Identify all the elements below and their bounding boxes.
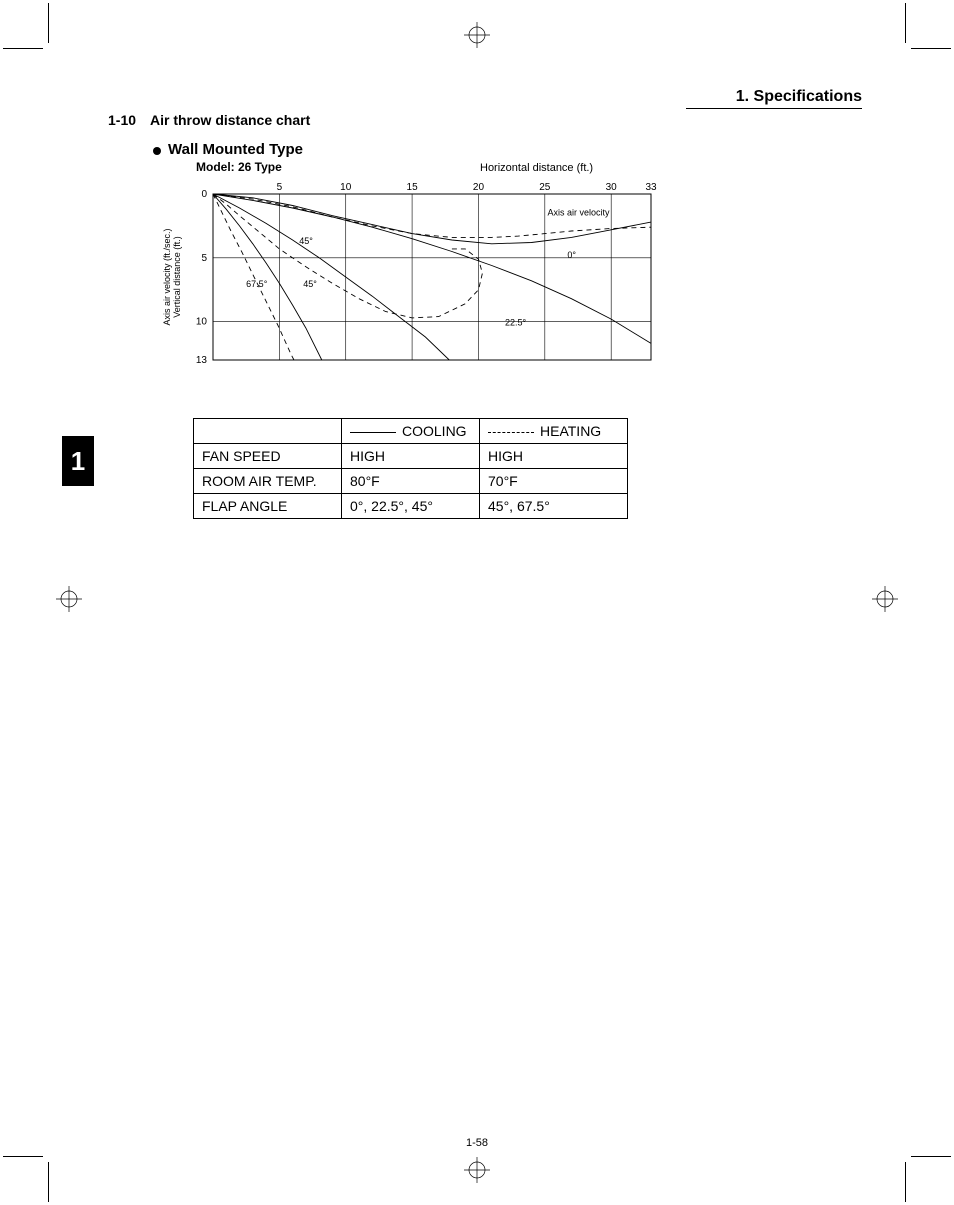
crop-mark: [3, 1156, 43, 1157]
table-row-header: COOLING HEATING: [194, 419, 628, 444]
svg-text:67.5°: 67.5°: [246, 279, 268, 289]
svg-text:45°: 45°: [299, 236, 313, 246]
svg-text:13: 13: [196, 355, 208, 366]
section-number: 1-10: [108, 112, 136, 128]
svg-text:25: 25: [539, 182, 551, 193]
svg-text:0: 0: [201, 189, 207, 200]
legend-label: HEATING: [540, 423, 601, 439]
crop-mark: [48, 1162, 49, 1202]
chapter-tab: 1: [62, 436, 94, 486]
svg-text:Vertical distance (ft.): Vertical distance (ft.): [172, 236, 182, 318]
crop-mark: [905, 1162, 906, 1202]
page-header: 1. Specifications: [736, 88, 862, 106]
conditions-table: COOLING HEATING FAN SPEED HIGH HIGH ROOM…: [193, 418, 628, 519]
solid-line-icon: [350, 432, 396, 433]
registration-mark-icon: [464, 22, 490, 48]
table-cell: 70°F: [480, 469, 628, 494]
svg-text:20: 20: [473, 182, 485, 193]
legend-heating: HEATING: [480, 419, 628, 444]
table-cell: ROOM AIR TEMP.: [194, 469, 342, 494]
svg-text:15: 15: [407, 182, 419, 193]
crop-mark: [911, 1156, 951, 1157]
table-cell: HIGH: [480, 444, 628, 469]
registration-mark-icon: [56, 586, 82, 612]
svg-text:10: 10: [340, 182, 352, 193]
table-row: FLAP ANGLE 0°, 22.5°, 45° 45°, 67.5°: [194, 494, 628, 519]
subtype-title: Wall Mounted Type: [168, 141, 303, 158]
table-cell: 45°, 67.5°: [480, 494, 628, 519]
table-cell: HIGH: [342, 444, 480, 469]
crop-mark: [905, 3, 906, 43]
svg-text:30: 30: [606, 182, 618, 193]
table-cell: FLAP ANGLE: [194, 494, 342, 519]
table-row: ROOM AIR TEMP. 80°F 70°F: [194, 469, 628, 494]
legend-label: COOLING: [402, 423, 467, 439]
air-throw-chart: 5 10 15 20 25 30 33 0 5 10 13 Axis air velocity (ft…: [158, 178, 678, 378]
crop-mark: [48, 3, 49, 43]
svg-text:45°: 45°: [303, 279, 317, 289]
svg-text:Axis air velocity (ft./sec.): Axis air velocity (ft./sec.): [162, 228, 172, 325]
header-underline: [686, 108, 862, 109]
crop-mark: [911, 48, 951, 49]
model-label: Model: 26 Type: [196, 160, 282, 174]
svg-text:5: 5: [277, 182, 283, 193]
x-axis-label: Horizontal distance (ft.): [480, 162, 593, 174]
svg-text:0°: 0°: [567, 250, 576, 260]
svg-text:Axis air velocity: Axis air velocity: [547, 208, 610, 218]
legend-cooling: COOLING: [342, 419, 480, 444]
table-cell: FAN SPEED: [194, 444, 342, 469]
bullet-icon: [153, 147, 161, 155]
section-title: Air throw distance chart: [150, 112, 310, 128]
registration-mark-icon: [872, 586, 898, 612]
svg-text:5: 5: [201, 253, 207, 264]
svg-text:33: 33: [645, 182, 657, 193]
page-number: 1-58: [0, 1137, 954, 1149]
table-cell: [194, 419, 342, 444]
svg-text:10: 10: [196, 317, 208, 328]
table-cell: 80°F: [342, 469, 480, 494]
table-cell: 0°, 22.5°, 45°: [342, 494, 480, 519]
crop-mark: [3, 48, 43, 49]
registration-mark-icon: [464, 1157, 490, 1183]
svg-text:22.5°: 22.5°: [505, 318, 527, 328]
dashed-line-icon: [488, 432, 534, 433]
table-row: FAN SPEED HIGH HIGH: [194, 444, 628, 469]
